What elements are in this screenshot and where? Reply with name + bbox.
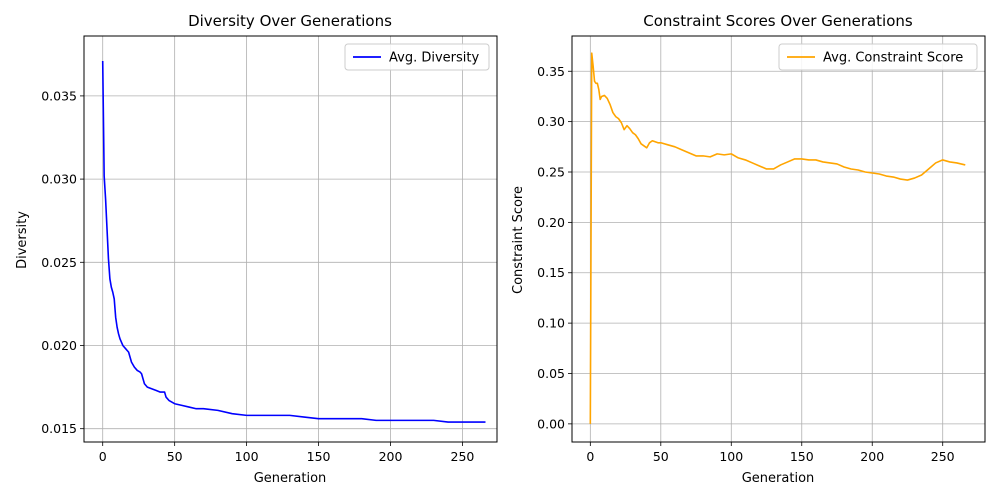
y-tick-label: 0.015 xyxy=(41,421,77,436)
y-tick-label: 0.35 xyxy=(537,64,565,79)
x-axis-label: Generation xyxy=(254,471,327,486)
x-tick-label: 200 xyxy=(860,449,884,464)
y-tick-label: 0.30 xyxy=(537,114,565,129)
x-tick-label: 50 xyxy=(653,449,669,464)
chart-title: Constraint Scores Over Generations xyxy=(643,12,913,30)
x-tick-label: 250 xyxy=(451,449,475,464)
x-tick-label: 0 xyxy=(99,449,107,464)
y-axis-label: Constraint Score xyxy=(511,186,526,294)
legend-box xyxy=(344,43,490,71)
y-axis-label: Diversity xyxy=(15,211,30,269)
series-lines xyxy=(101,60,486,423)
legend: Avg. Diversity xyxy=(344,43,490,71)
series-line xyxy=(589,52,966,424)
series-lines xyxy=(589,52,966,424)
y-tick-label: 0.00 xyxy=(537,416,565,431)
axes-frame xyxy=(571,35,986,443)
legend-label: Avg. Constraint Score xyxy=(823,51,963,66)
series-line xyxy=(101,60,486,423)
x-axis-label: Generation xyxy=(742,471,815,486)
constraint-score-chart: Constraint Scores Over Generations Gener… xyxy=(511,12,986,486)
y-tick-label: 0.05 xyxy=(537,366,565,381)
y-tick-label: 0.035 xyxy=(41,88,77,103)
x-tick-label: 100 xyxy=(719,449,743,464)
y-tick-label: 0.15 xyxy=(537,265,565,280)
chart-title: Diversity Over Generations xyxy=(188,12,392,30)
legend: Avg. Constraint Score xyxy=(778,43,978,71)
y-tick-label: 0.20 xyxy=(537,215,565,230)
axis-ticks: 0 50 100 150 200 250 0.015 0.020 0.025 0.030 0.035 xyxy=(41,88,474,464)
x-tick-label: 250 xyxy=(931,449,955,464)
y-tick-label: 0.25 xyxy=(537,165,565,180)
legend-box xyxy=(778,43,978,71)
x-tick-label: 0 xyxy=(586,449,594,464)
y-tick-label: 0.10 xyxy=(537,316,565,331)
x-tick-label: 150 xyxy=(790,449,814,464)
legend-label: Avg. Diversity xyxy=(389,51,479,66)
x-tick-label: 100 xyxy=(235,449,259,464)
diversity-chart: Diversity Over Generations Generation Di… xyxy=(15,12,498,486)
y-tick-label: 0.020 xyxy=(41,338,77,353)
y-tick-label: 0.025 xyxy=(41,255,77,270)
y-tick-label: 0.030 xyxy=(41,172,77,187)
x-tick-label: 150 xyxy=(307,449,331,464)
grid xyxy=(84,36,497,442)
grid xyxy=(572,36,985,442)
axes-frame xyxy=(83,35,498,443)
axis-ticks: 0 50 100 150 200 250 0.00 0.05 0.10 0.15 0.20 0.25 0… xyxy=(537,64,955,464)
x-tick-label: 200 xyxy=(379,449,403,464)
x-tick-label: 50 xyxy=(167,449,183,464)
